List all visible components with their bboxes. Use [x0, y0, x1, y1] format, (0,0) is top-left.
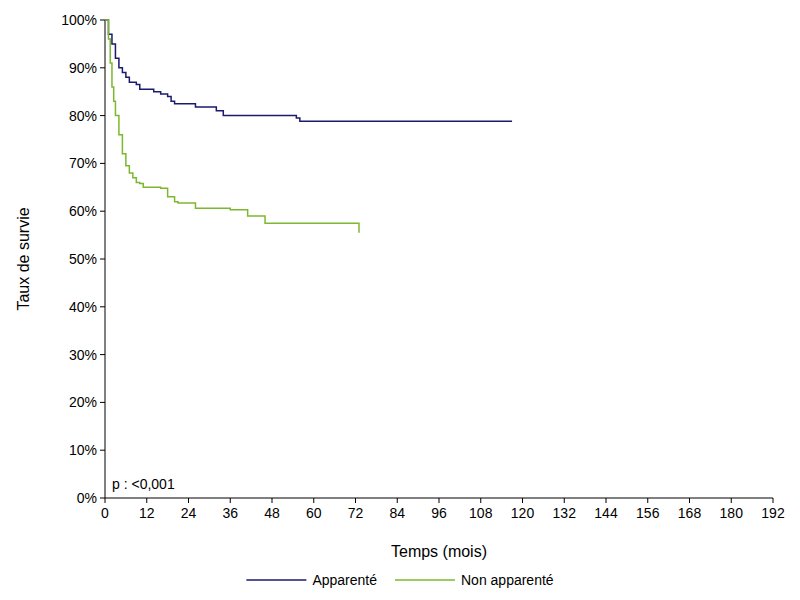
y-tick: [100, 67, 105, 68]
y-tick-label: 100%: [61, 12, 97, 28]
y-axis-label: Taux de survie: [15, 207, 32, 310]
x-tick-label: 96: [431, 505, 447, 521]
x-tick-label: 48: [264, 505, 280, 521]
x-tick-label: 168: [678, 505, 702, 521]
x-tick-label: 72: [348, 505, 364, 521]
y-tick: [100, 163, 105, 164]
x-tick: [439, 498, 440, 503]
y-tick-label: 20%: [69, 394, 97, 410]
y-tick: [100, 306, 105, 307]
x-tick-label: 12: [139, 505, 155, 521]
y-tick-label: 90%: [69, 60, 97, 76]
x-tick-label: 156: [636, 505, 660, 521]
x-tick-label: 60: [306, 505, 322, 521]
x-tick: [355, 498, 356, 503]
y-tick-label: 30%: [69, 347, 97, 363]
x-axis-label: Temps (mois): [391, 543, 487, 560]
y-tick-label: 0%: [77, 490, 97, 506]
x-tick: [313, 498, 314, 503]
x-tick-label: 108: [469, 505, 493, 521]
y-tick: [100, 450, 105, 451]
x-tick-label: 180: [720, 505, 744, 521]
x-tick: [606, 498, 607, 503]
legend-swatch: [395, 579, 455, 581]
legend-label: Apparenté: [312, 572, 377, 588]
legend-swatch: [246, 579, 306, 581]
x-tick: [731, 498, 732, 503]
x-tick-label: 120: [511, 505, 535, 521]
x-tick-label: 24: [181, 505, 197, 521]
y-tick-label: 50%: [69, 251, 97, 267]
p-value: p : <0,001: [112, 476, 175, 492]
y-tick: [100, 211, 105, 212]
y-tick: [100, 354, 105, 355]
y-tick-label: 60%: [69, 203, 97, 219]
x-tick-label: 36: [222, 505, 238, 521]
x-tick: [105, 498, 106, 503]
x-tick: [272, 498, 273, 503]
x-tick-label: 84: [389, 505, 405, 521]
x-tick: [564, 498, 565, 503]
chart: 0% 10% 20% 30% 40% 50% 60% 70% 80% 90% 100% 0 12 24 36…: [0, 0, 800, 600]
x-tick: [647, 498, 648, 503]
y-tick-label: 10%: [69, 442, 97, 458]
x-tick: [230, 498, 231, 503]
y-tick-label: 80%: [69, 108, 97, 124]
y-tick: [100, 402, 105, 403]
legend: Apparenté Non apparenté: [246, 572, 553, 588]
survival-line: [105, 20, 512, 121]
y-tick-label: 70%: [69, 155, 97, 171]
x-tick: [522, 498, 523, 503]
x-tick-label: 144: [594, 505, 618, 521]
x-tick-label: 0: [101, 505, 109, 521]
y-tick: [100, 498, 105, 499]
survival-line: [105, 20, 359, 233]
y-tick: [100, 115, 105, 116]
y-tick: [100, 20, 105, 21]
y-tick: [100, 259, 105, 260]
y-tick-label: 40%: [69, 299, 97, 315]
legend-label: Non apparenté: [461, 572, 554, 588]
x-tick-label: 192: [761, 505, 785, 521]
x-tick: [397, 498, 398, 503]
x-tick-label: 132: [553, 505, 577, 521]
x-tick: [146, 498, 147, 503]
series-group: [105, 20, 512, 233]
x-tick: [480, 498, 481, 503]
x-tick: [773, 498, 774, 503]
x-tick: [188, 498, 189, 503]
x-tick: [689, 498, 690, 503]
